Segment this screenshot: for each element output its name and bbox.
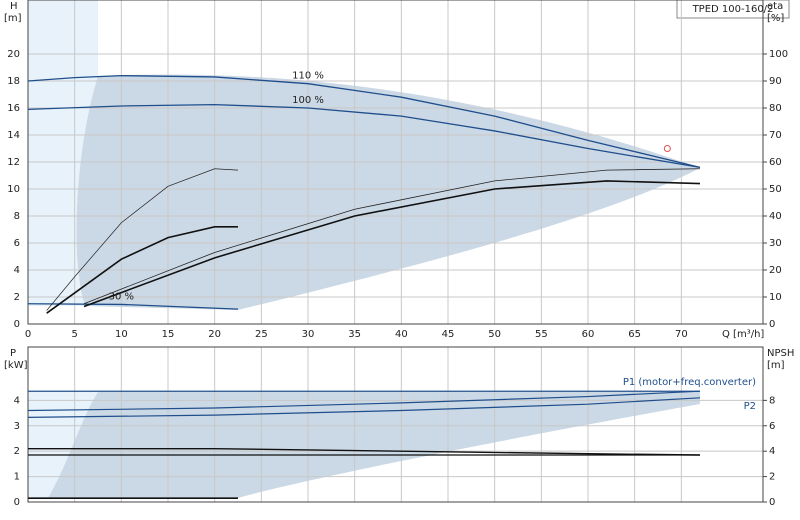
y2-tick-label: 20: [769, 265, 782, 276]
y-axis-label: P: [10, 348, 16, 359]
series-line: [28, 447, 701, 456]
chart-title: TPED 100-160/2: [692, 4, 774, 15]
x-tick-label: 70: [675, 329, 688, 340]
series-line: [83, 180, 701, 308]
x-tick-label: 50: [488, 329, 501, 340]
operating-range: [28, 0, 700, 498]
y2-tick-label: 40: [769, 211, 782, 222]
x-tick-label: 20: [208, 329, 221, 340]
y-tick-label: 12: [7, 157, 20, 168]
x-tick-label: 35: [348, 329, 361, 340]
y-tick-label: 16: [7, 103, 20, 114]
y-tick-label: 14: [7, 130, 20, 141]
y2-axis-label: NPSH: [767, 348, 794, 359]
y-tick-label: 20: [7, 49, 20, 60]
y2-axis-unit: [%]: [767, 13, 784, 24]
series-line: [27, 397, 701, 418]
plot-frame: [27, 346, 764, 503]
x-tick-label: 10: [115, 329, 128, 340]
range-light: [28, 392, 98, 498]
y2-axis-unit: [m]: [767, 360, 785, 371]
y-tick-label: 8: [14, 211, 20, 222]
x-tick-label: 40: [395, 329, 408, 340]
y-tick-label: 4: [14, 395, 20, 406]
y2-tick-label: 8: [769, 395, 775, 406]
y-tick-label: 3: [14, 421, 20, 432]
y2-tick-label: 4: [769, 446, 775, 457]
x-tick-label: 30: [302, 329, 315, 340]
x-tick-label: 45: [442, 329, 455, 340]
series-line: [27, 390, 701, 412]
y-tick-label: 6: [14, 238, 20, 249]
y2-tick-label: 100: [769, 49, 788, 60]
y-tick-label: 2: [14, 446, 20, 457]
y2-tick-label: 60: [769, 157, 782, 168]
y-tick-label: 1: [14, 472, 20, 483]
y2-tick-label: 80: [769, 103, 782, 114]
y-axis-unit: [m]: [4, 13, 22, 24]
x-tick-label: 5: [71, 329, 77, 340]
series-line: [27, 74, 701, 169]
y2-tick-label: 0: [769, 319, 775, 330]
duty-point: [663, 145, 671, 152]
y2-tick-label: 10: [769, 292, 782, 303]
x-tick-label: 55: [535, 329, 548, 340]
y-axis-label: H: [10, 1, 18, 12]
range-light: [28, 0, 98, 306]
y2-tick-label: 30: [769, 238, 782, 249]
x-tick-label: 15: [162, 329, 175, 340]
x-axis-label: Q [m³/h]: [722, 329, 764, 340]
x-tick-label: 65: [628, 329, 641, 340]
curve-label: 100 %: [292, 95, 324, 106]
title-box: [676, 0, 790, 19]
y2-tick-label: 50: [769, 184, 782, 195]
y-tick-label: 0: [14, 319, 20, 330]
y2-tick-label: 2: [769, 472, 775, 483]
x-tick-label: 0: [25, 329, 31, 340]
y2-axis-label: eta: [767, 1, 783, 12]
series-line: [27, 103, 701, 169]
y-tick-label: 2: [14, 292, 20, 303]
series-line: [46, 226, 238, 314]
curve-label: 30 %: [109, 291, 134, 302]
x-tick-label: 60: [582, 329, 595, 340]
y2-tick-label: 70: [769, 130, 782, 141]
y-axis-unit: [kW]: [4, 360, 28, 371]
curve-label: 110 %: [292, 71, 324, 82]
y-tick-label: 18: [7, 76, 20, 87]
y2-tick-label: 90: [769, 76, 782, 87]
y-tick-label: 0: [14, 497, 20, 508]
curve-name: P2: [744, 401, 756, 412]
y2-tick-label: 6: [769, 421, 775, 432]
series-line: [83, 168, 701, 305]
y2-tick-label: 0: [769, 497, 775, 508]
series-line: [46, 168, 239, 311]
plot-frame: [27, 0, 764, 325]
curve-name: P1 (motor+freq.converter): [623, 377, 756, 388]
y-tick-label: 10: [7, 184, 20, 195]
y-tick-label: 4: [14, 265, 20, 276]
x-tick-label: 25: [255, 329, 268, 340]
range-dark: [48, 392, 700, 498]
range-dark: [76, 74, 700, 310]
